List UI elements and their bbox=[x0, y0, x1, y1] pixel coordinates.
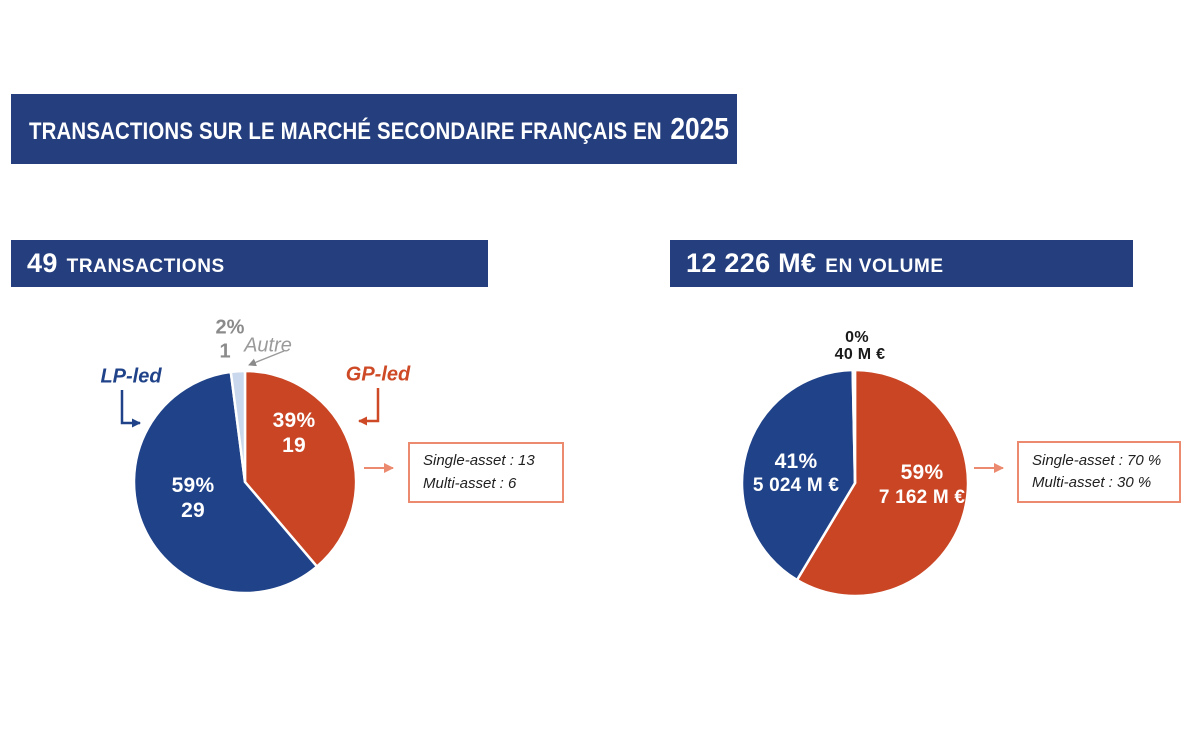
title-inner: TRANSACTIONS SUR LE MARCHÉ SECONDAIRE FR… bbox=[29, 111, 729, 147]
lp-count-value: 29 bbox=[181, 499, 205, 522]
transactions-header-inner: 49 TRANSACTIONS bbox=[27, 248, 225, 279]
single-asset-volume: Single-asset : 70 % bbox=[1032, 451, 1162, 469]
gp-count-value: 19 bbox=[282, 434, 306, 457]
volume-gp-amount: 7 162 M € bbox=[878, 487, 966, 508]
transactions-count: 49 bbox=[27, 248, 58, 278]
title-banner: TRANSACTIONS SUR LE MARCHÉ SECONDAIRE FR… bbox=[11, 94, 737, 164]
volume-autre-percent: 0% bbox=[845, 329, 869, 346]
pie-slice-gp-led bbox=[795, 368, 970, 598]
volume-gp-percent: 59% bbox=[900, 461, 944, 484]
volume-lp-amount: 5 024 M € bbox=[752, 475, 840, 496]
pie-slice-lp-led bbox=[740, 368, 857, 582]
multi-asset-volume: Multi-asset : 30 % bbox=[1032, 474, 1152, 491]
single-asset-transactions: Single-asset : 13 bbox=[423, 452, 535, 469]
pie-slice-gp-led bbox=[243, 369, 358, 568]
transactions-label: TRANSACTIONS bbox=[66, 256, 225, 277]
volume-autre-amount: 40 M € bbox=[834, 346, 886, 363]
autre-name-label: Autre bbox=[244, 334, 292, 357]
lp-percent-value: 59% bbox=[171, 474, 215, 497]
transactions-asset-split-box: Single-asset : 13 Multi-asset : 6 bbox=[408, 442, 564, 503]
volume-label: EN VOLUME bbox=[825, 256, 944, 277]
autre-count-label: 1 bbox=[219, 340, 231, 363]
lp-led-label: LP-led bbox=[100, 365, 162, 388]
volume-amount: 12 226 M€ bbox=[686, 248, 817, 278]
pie-slice-autre bbox=[851, 368, 857, 485]
autre-percent-label: 2% bbox=[215, 316, 245, 339]
volume-asset-split-box: Single-asset : 70 % Multi-asset : 30 % bbox=[1017, 441, 1181, 503]
volume-header-inner: 12 226 M€ EN VOLUME bbox=[686, 248, 944, 279]
pie-slice-autre bbox=[229, 369, 247, 484]
page-title: TRANSACTIONS SUR LE MARCHÉ SECONDAIRE FR… bbox=[29, 118, 662, 145]
volume-lp-percent: 41% bbox=[774, 450, 818, 473]
transactions-pie-chart bbox=[132, 369, 358, 595]
gp-led-label: GP-led bbox=[345, 363, 411, 386]
gp-percent-value: 39% bbox=[272, 409, 316, 432]
multi-asset-transactions: Multi-asset : 6 bbox=[423, 474, 517, 492]
page-title-year: 2025 bbox=[670, 111, 729, 146]
volume-section-header: 12 226 M€ EN VOLUME bbox=[670, 240, 1133, 287]
pie-slice-lp-led bbox=[132, 370, 319, 595]
transactions-section-header: 49 TRANSACTIONS bbox=[11, 240, 488, 287]
volume-pie-chart bbox=[740, 368, 970, 598]
